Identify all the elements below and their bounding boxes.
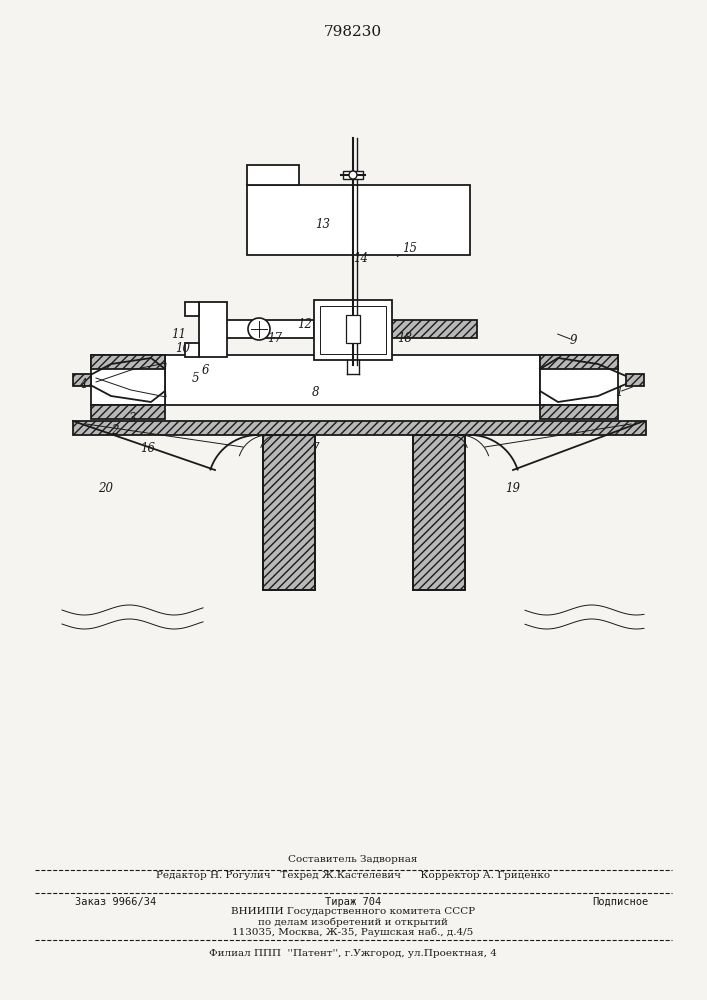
Bar <box>413 435 465 590</box>
Bar <box>91 405 165 419</box>
Bar <box>392 320 477 338</box>
Bar <box>165 355 540 405</box>
Bar <box>263 435 315 590</box>
Text: 113035, Москва, Ж-35, Раушская наб., д.4/5: 113035, Москва, Ж-35, Раушская наб., д.4… <box>233 927 474 937</box>
Bar <box>91 355 165 405</box>
Text: Филиал ППП  ''Патент'', г.Ужгород, ул.Проектная, 4: Филиал ППП ''Патент'', г.Ужгород, ул.Про… <box>209 948 497 958</box>
Bar <box>73 421 646 435</box>
Text: Подписное: Подписное <box>592 897 648 907</box>
Bar <box>540 355 618 405</box>
Text: 14: 14 <box>354 251 368 264</box>
Bar <box>263 435 315 590</box>
Text: 6: 6 <box>201 363 209 376</box>
Text: Заказ 9966/34: Заказ 9966/34 <box>75 897 156 907</box>
Bar <box>320 306 386 354</box>
Text: 2: 2 <box>111 424 119 436</box>
Text: Составитель Задворная: Составитель Задворная <box>288 856 418 864</box>
Text: 7: 7 <box>311 442 319 456</box>
Text: 11: 11 <box>172 328 187 340</box>
Bar <box>199 302 227 357</box>
Bar <box>314 300 392 360</box>
Bar <box>247 185 470 255</box>
Circle shape <box>248 318 270 340</box>
Bar <box>413 435 465 590</box>
Text: 798230: 798230 <box>324 25 382 39</box>
Text: 3: 3 <box>129 412 136 424</box>
Bar <box>540 355 618 369</box>
Text: 20: 20 <box>98 482 114 494</box>
Bar <box>91 355 165 369</box>
Text: 1: 1 <box>615 385 623 398</box>
Text: 8: 8 <box>312 386 320 399</box>
Text: 19: 19 <box>506 482 520 494</box>
Bar <box>185 343 199 357</box>
Bar <box>204 320 224 338</box>
Text: 18: 18 <box>397 332 412 344</box>
Text: 13: 13 <box>315 219 330 232</box>
Text: Тираж 704: Тираж 704 <box>325 897 381 907</box>
Text: 15: 15 <box>402 241 418 254</box>
Text: 17: 17 <box>267 332 283 344</box>
Text: 5: 5 <box>192 371 199 384</box>
Text: 10: 10 <box>175 342 190 356</box>
Bar <box>343 171 363 179</box>
Circle shape <box>349 171 357 179</box>
Text: ВНИИПИ Государственного комитета СССР: ВНИИПИ Государственного комитета СССР <box>231 908 475 916</box>
Bar <box>73 374 91 386</box>
Text: по делам изобретений и открытий: по делам изобретений и открытий <box>258 917 448 927</box>
Text: 12: 12 <box>298 318 312 332</box>
Bar <box>346 315 360 343</box>
Bar <box>185 302 199 316</box>
Bar <box>204 320 314 338</box>
Bar <box>247 165 299 185</box>
Bar <box>540 405 618 419</box>
Text: 16: 16 <box>141 442 156 454</box>
Text: 4: 4 <box>79 377 87 390</box>
Text: Редактор Н. Рогулич   Техред Ж.Кастелевич      Корректор А. Гриценко: Редактор Н. Рогулич Техред Ж.Кастелевич … <box>156 870 550 880</box>
Bar <box>626 374 644 386</box>
Text: 9: 9 <box>569 334 577 347</box>
